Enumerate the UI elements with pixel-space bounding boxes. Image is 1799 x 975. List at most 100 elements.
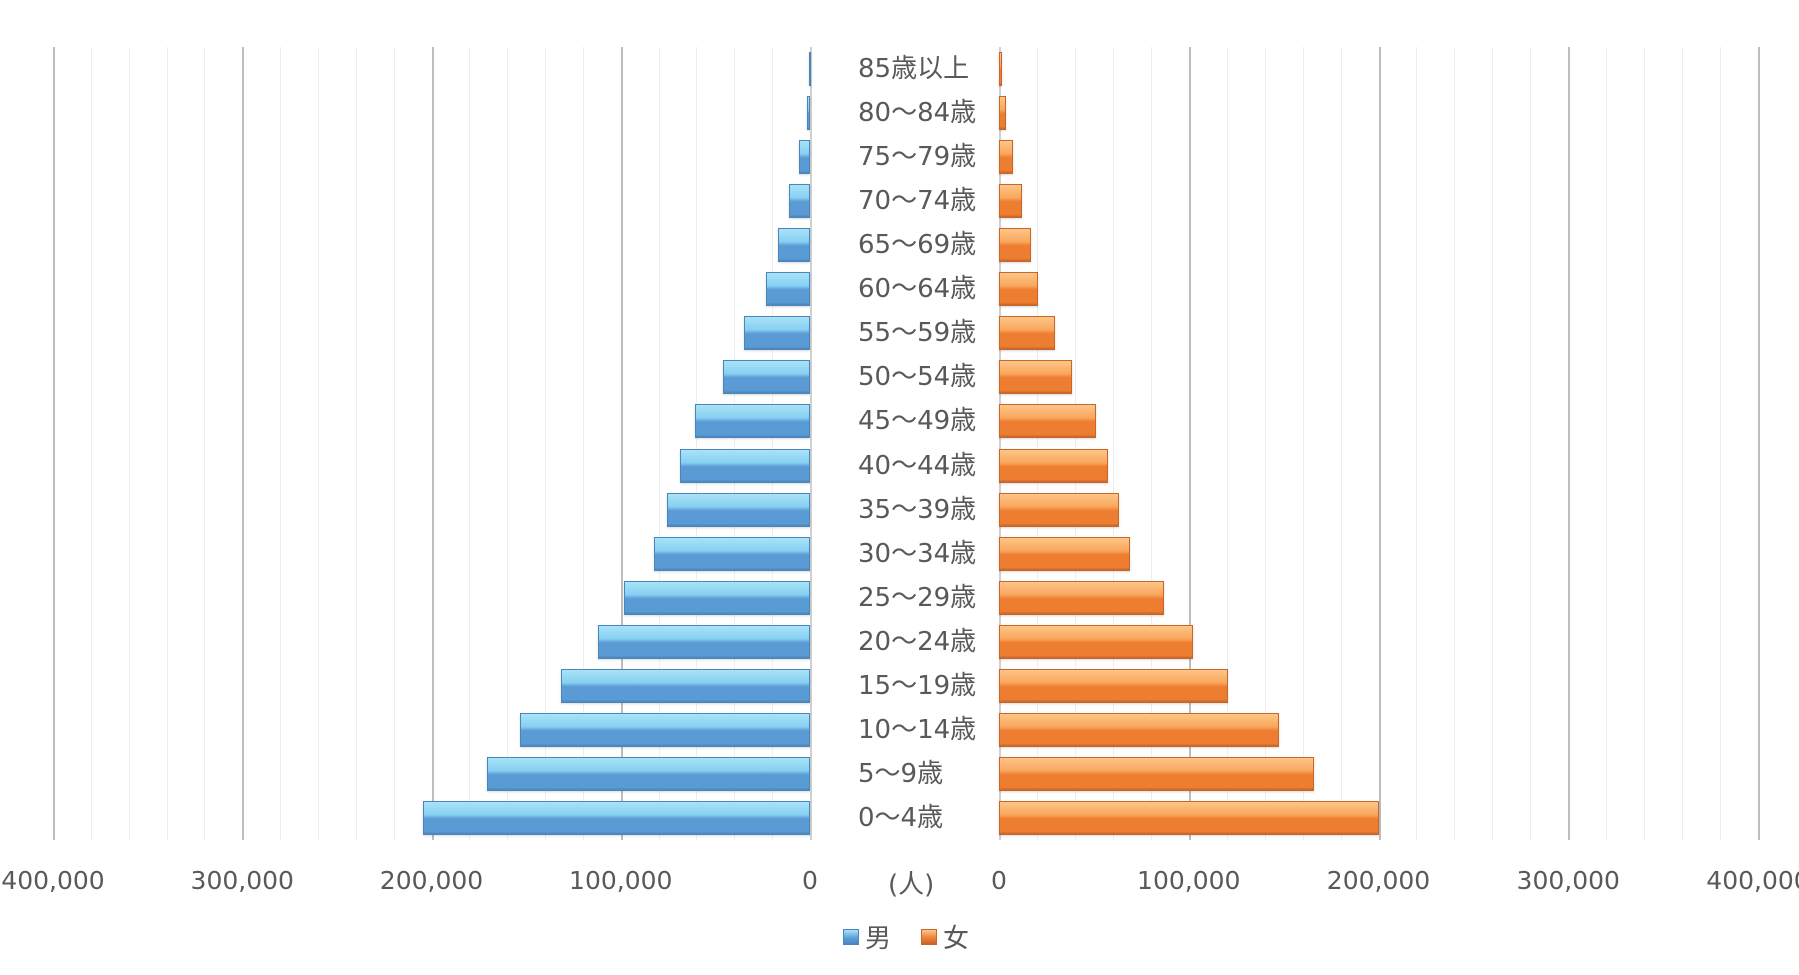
male-bar[interactable] [487,756,810,791]
female-bar[interactable] [999,184,1022,219]
minor-gridline [545,47,547,840]
male-bar[interactable] [598,624,810,659]
x-tick-label-right: 400,000 [1706,866,1799,895]
minor-gridline [1492,47,1494,840]
female-bar[interactable] [999,580,1165,615]
age-category-label: 30～34歳 [858,538,977,569]
female-bar[interactable] [999,712,1279,747]
age-category-label: 5～9歳 [858,758,944,789]
female-swatch-icon [921,928,938,945]
age-category-label: 60～64歳 [858,274,977,305]
x-tick-label-left: 200,000 [379,866,484,895]
major-gridline [1188,47,1191,840]
male-bar[interactable] [806,96,810,131]
male-bar[interactable] [653,536,810,571]
age-category-label: 35～39歳 [858,494,977,525]
minor-gridline [1644,47,1646,840]
unit-label: (人) [888,870,935,900]
minor-gridline [317,47,319,840]
male-bar[interactable] [799,140,810,175]
minor-gridline [1226,47,1228,840]
minor-gridline [393,47,395,840]
age-category-label: 50～54歳 [858,362,977,393]
major-gridline [620,47,623,840]
male-bar[interactable] [809,52,812,87]
female-bar[interactable] [999,316,1055,351]
minor-gridline [658,47,660,840]
age-category-label: 40～44歳 [858,450,977,481]
female-bar[interactable] [999,492,1120,527]
minor-gridline [1416,47,1418,840]
female-bar[interactable] [999,140,1014,175]
female-bar[interactable] [999,96,1007,131]
x-tick-label-right: 0 [991,866,1007,895]
male-bar[interactable] [722,360,810,395]
female-bar[interactable] [999,624,1194,659]
female-bar[interactable] [999,800,1380,835]
male-bar[interactable] [789,184,810,219]
minor-gridline [582,47,584,840]
male-bar[interactable] [623,580,810,615]
minor-gridline [166,47,168,840]
major-gridline [999,47,1001,840]
x-tick-label-right: 100,000 [1137,866,1241,895]
male-bar[interactable] [777,228,810,263]
x-tick-label-left: 0 [802,866,818,895]
female-bar[interactable] [999,404,1096,439]
age-category-label: 70～74歳 [858,186,977,217]
male-bar[interactable] [561,668,810,703]
male-bar[interactable] [667,492,810,527]
minor-gridline [1074,47,1076,840]
male-plot-area [53,47,812,840]
female-bar[interactable] [999,360,1073,395]
age-category-label: 15～19歳 [858,670,977,701]
female-bar[interactable] [999,756,1314,791]
minor-gridline [355,47,357,840]
legend: 男 女 [843,918,969,955]
minor-gridline [1036,47,1038,840]
female-bar[interactable] [999,272,1038,307]
female-bar[interactable] [999,52,1002,87]
female-bar[interactable] [999,668,1228,703]
x-tick-label-right: 200,000 [1326,866,1431,895]
male-bar[interactable] [680,448,810,483]
female-bar[interactable] [999,536,1130,571]
minor-gridline [734,47,736,840]
minor-gridline [204,47,206,840]
female-bar[interactable] [999,448,1109,483]
age-category-label: 45～49歳 [858,406,977,437]
male-bar[interactable] [743,316,810,351]
major-gridline [810,47,812,840]
male-bar[interactable] [766,272,810,307]
minor-gridline [90,47,92,840]
minor-gridline [1682,47,1684,840]
minor-gridline [772,47,774,840]
minor-gridline [1264,47,1266,840]
female-bar[interactable] [999,228,1031,263]
male-bar[interactable] [520,712,810,747]
minor-gridline [469,47,471,840]
minor-gridline [1112,47,1114,840]
age-category-label: 20～24歳 [858,626,977,657]
age-category-label: 75～79歳 [858,142,977,173]
male-bar[interactable] [422,800,810,835]
female-plot-area [999,47,1760,840]
major-gridline [53,47,55,840]
age-category-label: 85歳以上 [858,54,970,85]
male-swatch-icon [843,928,859,945]
age-category-label: 65～69歳 [858,230,977,261]
minor-gridline [1454,47,1456,840]
age-category-label: 10～14歳 [858,714,977,745]
major-gridline [1568,47,1571,840]
minor-gridline [1720,47,1722,840]
minor-gridline [1530,47,1532,840]
major-gridline [1758,47,1760,840]
legend-item-female[interactable]: 女 [921,918,969,955]
male-bar[interactable] [694,404,810,439]
legend-item-male[interactable]: 男 [843,918,891,955]
legend-label-male: 男 [865,924,892,954]
major-gridline [431,47,434,840]
x-tick-label-right: 300,000 [1516,866,1620,895]
age-category-label: 55～59歳 [858,318,977,349]
minor-gridline [1150,47,1152,840]
